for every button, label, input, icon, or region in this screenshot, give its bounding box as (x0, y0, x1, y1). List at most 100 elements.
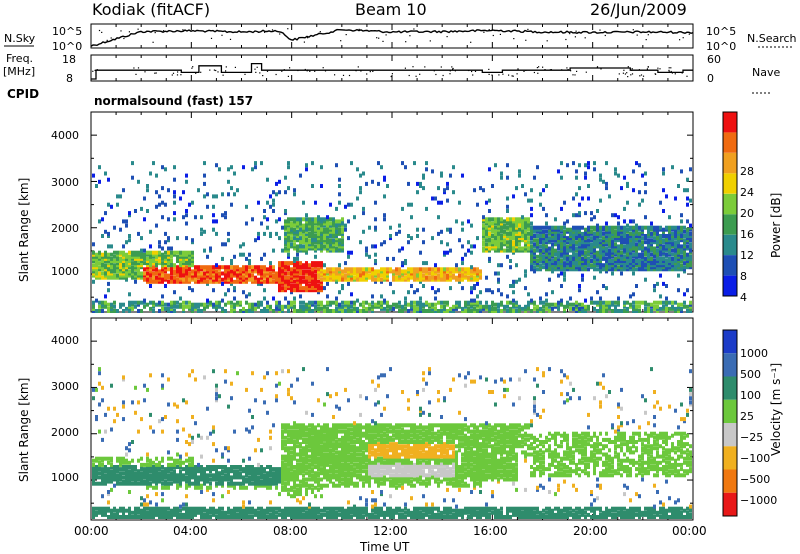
power-cell (101, 263, 104, 268)
nave-point (217, 71, 219, 73)
velocity-cell (236, 506, 239, 511)
velocity-cell (176, 473, 179, 478)
power-cell (392, 273, 395, 278)
velocity-cell (158, 462, 161, 467)
velocity-cell (365, 448, 368, 453)
power-cell (152, 300, 155, 305)
velocity-cell (224, 475, 227, 480)
velocity-cell (323, 452, 326, 457)
velocity-cell (407, 467, 410, 472)
power-cell (287, 229, 290, 234)
power-cell (245, 267, 248, 272)
velocity-cell (296, 435, 299, 440)
velocity-cell (113, 473, 116, 478)
power-cell (281, 275, 284, 280)
power-cell (224, 265, 227, 270)
velocity-cell (371, 433, 374, 438)
power-cell (413, 267, 416, 272)
velocity-cell (281, 469, 284, 474)
power-cell (134, 273, 137, 278)
power-cell (182, 256, 185, 261)
velocity-cell (218, 477, 221, 482)
velocity-cell (365, 512, 368, 517)
velocity-cell (356, 506, 359, 511)
power-cell (125, 273, 128, 278)
power-cell (155, 279, 158, 284)
velocity-cell (188, 456, 191, 461)
velocity-cell (203, 506, 206, 511)
velocity-cell (176, 483, 179, 488)
power-cell (410, 304, 413, 309)
velocity-cell (194, 469, 197, 474)
velocity-cell (383, 440, 386, 444)
velocity-cell (284, 425, 287, 430)
power-cell (305, 263, 308, 268)
power-cell (437, 273, 440, 278)
power-cell (170, 269, 173, 274)
nsearch-point (645, 39, 647, 41)
power-cell (146, 188, 149, 193)
velocity-cell (98, 471, 101, 476)
power-cell (329, 223, 332, 228)
velocity-cell (203, 515, 206, 519)
velocity-cell (344, 448, 347, 453)
power-cell (167, 273, 170, 278)
power-cell (284, 261, 287, 266)
power-cell (326, 221, 329, 226)
velocity-cell (422, 479, 425, 484)
power-cell (101, 256, 104, 261)
power-cell (281, 286, 284, 291)
velocity-cell (350, 473, 353, 478)
velocity-cell (338, 512, 341, 517)
velocity-cell (98, 510, 101, 515)
velocity-cell (254, 485, 257, 490)
power-cell (347, 271, 350, 276)
power-cell (293, 284, 296, 288)
power-cell (365, 300, 368, 305)
power-cell (155, 302, 158, 307)
velocity-cell (113, 512, 116, 517)
power-cell (329, 217, 332, 222)
velocity-cell (425, 510, 428, 515)
velocity-cell (407, 465, 410, 469)
velocity-cell (335, 429, 338, 434)
power-cell (248, 273, 251, 278)
velocity-cell (428, 462, 431, 467)
power-cell (230, 202, 233, 207)
velocity-cell (104, 456, 107, 461)
velocity-cell (281, 465, 284, 469)
power-cell (305, 223, 308, 228)
velocity-cell (185, 479, 188, 484)
power-cell (149, 259, 152, 263)
velocity-cell (392, 456, 395, 461)
velocity-cell (260, 387, 263, 392)
power-cell (311, 223, 314, 228)
power-cell (191, 275, 194, 280)
velocity-cell (392, 442, 395, 447)
power-cell (128, 292, 131, 297)
power-cell (299, 269, 302, 274)
velocity-cell (242, 458, 245, 463)
velocity-cell (374, 427, 377, 432)
velocity-cell (413, 510, 416, 515)
power-cell (212, 219, 215, 224)
velocity-cell (383, 481, 386, 486)
power-cell (278, 306, 281, 311)
velocity-cell (317, 479, 320, 484)
velocity-cell (101, 385, 104, 390)
power-cell (326, 281, 329, 286)
power-cell (260, 265, 263, 270)
power-cell (329, 267, 332, 272)
power-cell (305, 213, 308, 218)
velocity-cell (272, 506, 275, 511)
velocity-cell (251, 425, 254, 430)
power-cell (170, 300, 173, 305)
velocity-cell (389, 460, 392, 465)
velocity-cell (323, 433, 326, 438)
power-cell (182, 261, 185, 266)
power-cell (320, 306, 323, 311)
velocity-cell (401, 515, 404, 519)
power-cell (254, 238, 257, 243)
power-cell (371, 271, 374, 276)
velocity-cell (314, 479, 317, 484)
